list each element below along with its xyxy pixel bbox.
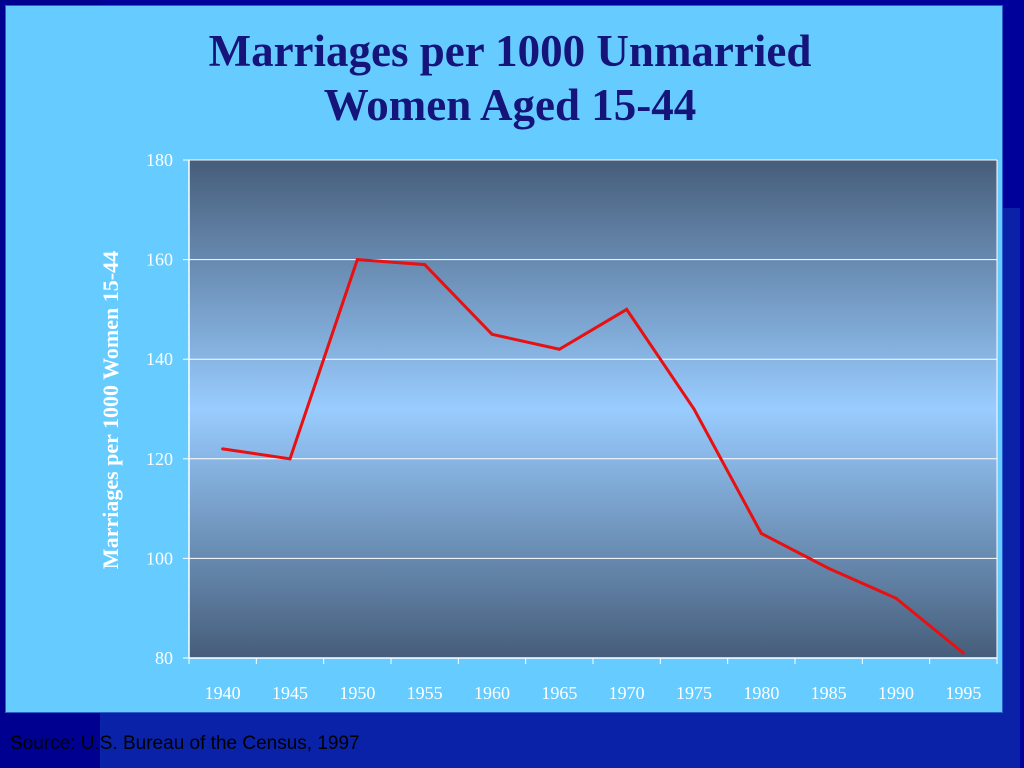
data-point-1945 [288, 457, 292, 461]
data-point-1995 [961, 651, 965, 655]
y-tick-label-80: 80 [155, 648, 173, 668]
data-point-1965 [557, 347, 561, 351]
x-tick-label-1985: 1985 [811, 683, 847, 703]
title-line-2: Women Aged 15-44 [323, 80, 697, 130]
x-tick-label-1965: 1965 [541, 683, 577, 703]
tick-labels: 80 100 120 140 160 180 1940 1945 1950 1955 1960 196… [146, 150, 981, 703]
x-tick-label-1970: 1970 [609, 683, 645, 703]
x-tick-label-1945: 1945 [272, 683, 308, 703]
gridlines [189, 159, 997, 559]
data-point-1980 [759, 532, 763, 535]
x-tick-label-1995: 1995 [945, 683, 981, 703]
x-tick-label-1950: 1950 [339, 683, 375, 703]
data-point-1940 [221, 447, 225, 451]
x-tick-label-1955: 1955 [407, 683, 443, 703]
data-series [221, 258, 965, 655]
data-point-1970 [625, 307, 629, 311]
y-tick-label-100: 100 [146, 548, 173, 568]
x-tick-label-1940: 1940 [205, 683, 241, 703]
series-line-0 [222, 258, 965, 655]
y-tick-label-160: 160 [146, 250, 173, 270]
source-note: Source: U.S. Bureau of the Census, 1997 [10, 733, 360, 754]
axes [183, 159, 998, 664]
data-point-1955 [423, 263, 427, 267]
title-line-1: Marriages per 1000 Unmarried [208, 26, 812, 76]
data-point-1985 [827, 566, 831, 570]
data-point-1960 [490, 332, 494, 336]
chart-title: Marriages per 1000 Unmarried Women Aged … [0, 24, 1020, 132]
y-tick-label-140: 140 [146, 349, 173, 369]
x-tick-label-1975: 1975 [676, 683, 712, 703]
data-point-1975 [692, 407, 696, 411]
x-tick-label-1960: 1960 [474, 683, 510, 703]
y-tick-label-180: 180 [146, 150, 173, 170]
x-tick-label-1990: 1990 [878, 683, 914, 703]
data-point-1950 [355, 258, 359, 262]
plot-area [189, 160, 997, 658]
y-tick-label-120: 120 [146, 449, 173, 469]
y-axis-label: Marriages per 1000 Women 15-44 [98, 251, 123, 569]
x-tick-label-1980: 1980 [743, 683, 779, 703]
data-point-1990 [894, 596, 898, 600]
